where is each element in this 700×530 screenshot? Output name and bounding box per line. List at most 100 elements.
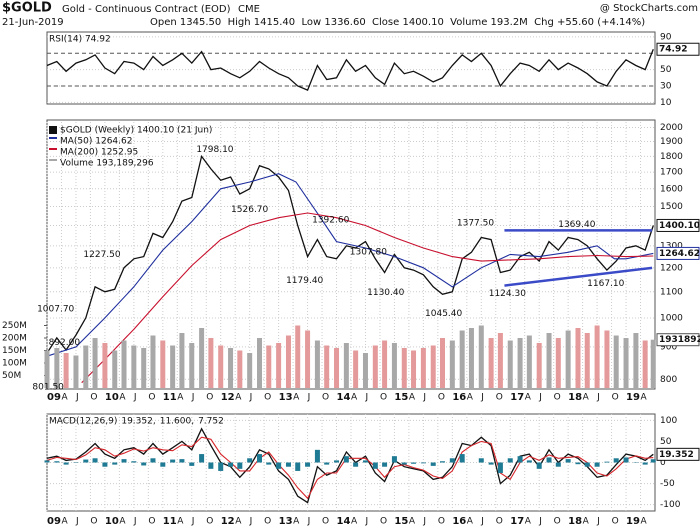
x-tick-label: O — [554, 517, 561, 527]
volume-bar — [228, 348, 234, 388]
y-tick-label: 1600 — [660, 184, 683, 194]
x-tick-label: A — [351, 393, 358, 403]
x-tick-label: J — [307, 517, 311, 527]
y-tick-label: 1200 — [660, 263, 683, 273]
last-value-box — [656, 42, 700, 56]
x-tick-label: O — [322, 517, 329, 527]
histogram-bar — [92, 458, 98, 463]
y-tick-label: -50 — [660, 479, 675, 489]
volume-bar — [468, 328, 474, 388]
x-tick-label: 10 — [105, 516, 119, 527]
y-tick-label: 1100 — [660, 287, 683, 297]
x-tick-label: 17 — [510, 516, 524, 527]
volume-bar — [565, 330, 571, 388]
histogram-bar — [343, 456, 349, 463]
y2-tick-label: 200M — [2, 334, 27, 344]
x-tick-label: 14 — [337, 516, 351, 527]
price-annotation: 1007.70 — [37, 304, 74, 314]
quote: Open 1345.50 High 1415.40 Low 1336.60 Cl… — [150, 17, 645, 28]
x-tick-label: A — [467, 517, 474, 527]
histogram-bar — [257, 454, 263, 463]
volume-bar — [189, 343, 195, 388]
x-tick-label: A — [235, 517, 242, 527]
legend-swatch — [49, 159, 57, 161]
volume-bar — [83, 345, 89, 388]
volume-bar — [170, 345, 176, 388]
volume-bar — [420, 348, 426, 388]
volume-bar — [372, 345, 378, 388]
x-tick-label: A — [641, 517, 648, 527]
x-tick-label: O — [206, 517, 213, 527]
symbol: $GOLD — [2, 1, 52, 16]
volume-bar — [439, 338, 445, 388]
volume-bar — [44, 350, 50, 388]
series-line — [46, 436, 654, 500]
histogram-bar — [459, 454, 465, 463]
x-tick-label: 19 — [626, 516, 640, 527]
histogram-bar — [208, 462, 214, 469]
y2-tick-label: 50M — [2, 371, 21, 381]
instrument-name: Gold - Continuous Contract (EOD) — [62, 4, 231, 15]
volume-bar — [517, 338, 523, 388]
x-tick-label: A — [293, 393, 300, 403]
histogram-bar — [237, 462, 243, 469]
x-tick-label: O — [380, 393, 387, 403]
legend-label: 11.600, — [160, 417, 194, 427]
price-annotation: 1377.50 — [457, 218, 494, 228]
histogram-bar — [314, 449, 320, 463]
histogram-bar — [131, 461, 137, 463]
legend-swatch — [49, 148, 57, 150]
x-tick-label: O — [322, 393, 329, 403]
volume-bar — [102, 343, 108, 388]
x-tick-label: J — [75, 517, 79, 527]
x-tick-label: A — [293, 517, 300, 527]
x-tick-label: 16 — [452, 392, 466, 403]
histogram-bar — [295, 462, 301, 471]
volume-bar — [150, 335, 156, 388]
volume-bar — [575, 328, 581, 388]
x-tick-label: O — [90, 393, 97, 403]
histogram-bar — [575, 462, 581, 465]
x-tick-label: J — [596, 517, 600, 527]
x-tick-label: 10 — [105, 392, 119, 403]
y-tick-label: 1800 — [660, 152, 683, 162]
y-tick-label: 800 — [660, 375, 677, 385]
histogram-bar — [170, 459, 176, 463]
legend-label: MA(200) 1252.95 — [60, 148, 138, 158]
price-annotation: 1307.80 — [350, 248, 387, 258]
x-tick-label: J — [75, 393, 79, 403]
volume-bar — [353, 350, 359, 388]
last-value-label: 74.92 — [659, 45, 687, 55]
histogram-bar — [642, 462, 648, 465]
series-line — [46, 154, 654, 354]
volume-bar — [334, 348, 340, 388]
x-tick-label: A — [177, 393, 184, 403]
x-tick-label: 18 — [568, 516, 582, 527]
date: 21-Jun-2019 — [2, 17, 64, 28]
y-tick-label: 0 — [660, 458, 666, 468]
histogram-bar — [439, 461, 445, 463]
histogram-bar — [266, 462, 272, 465]
panel-title: RSI(14) 74.92 — [49, 35, 111, 45]
histogram-bar — [189, 462, 195, 466]
volume-bar — [584, 333, 590, 388]
histogram-bar — [526, 460, 532, 463]
x-tick-label: 13 — [279, 516, 293, 527]
histogram-bar — [488, 462, 494, 465]
volume-bar — [141, 348, 147, 388]
price-annotation: 801.50 — [32, 382, 64, 392]
x-tick-label: A — [467, 393, 474, 403]
trendline — [504, 266, 653, 287]
histogram-bar — [420, 462, 426, 464]
price-annotation: 1124.30 — [489, 289, 526, 299]
histogram-bar — [536, 462, 542, 469]
histogram-bar — [604, 461, 610, 463]
histogram-bar — [584, 462, 590, 467]
volume-bar — [179, 333, 185, 388]
histogram-bar — [83, 459, 89, 463]
x-tick-label: J — [480, 393, 484, 403]
price-annotation: 1526.70 — [231, 205, 268, 215]
histogram-bar — [555, 462, 561, 467]
x-tick-label: O — [264, 393, 271, 403]
